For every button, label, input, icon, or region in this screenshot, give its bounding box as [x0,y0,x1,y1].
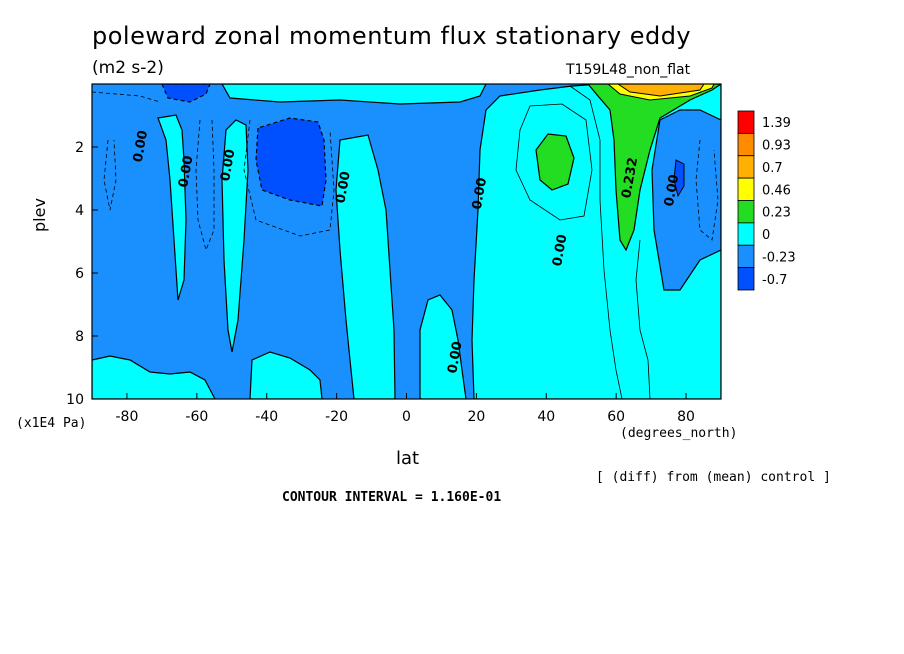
x-tick-label: 0 [402,409,411,425]
x-tick-label: 40 [537,409,555,425]
positive-region-50s [221,119,249,353]
negative-region-80n [651,109,721,291]
y-tick-label: 8 [75,329,84,345]
contour-label: 0.00 [445,340,465,374]
colorbar-swatch [737,222,755,246]
positive-region-40s-lower [249,351,323,399]
strong-negative-40s [255,117,327,207]
positive-region-60s [157,114,187,301]
contour-line [92,91,161,103]
colorbar-label: 0.46 [762,183,791,198]
colorbar-swatch [737,177,755,201]
colorbar-label: 0.93 [762,139,791,154]
colorbar-swatch [737,200,755,224]
run-label: T159L48_non_flat [566,62,691,78]
orange-region-top [617,84,705,97]
contour-line [243,119,335,237]
contour-label: 0.00 [470,177,490,211]
colorbar-swatch [737,267,755,291]
colorbar-label: -0.23 [762,250,796,265]
y-tick-label: 6 [75,266,84,282]
chart-title: poleward zonal momentum flux stationary … [92,22,692,50]
y-axis-unit: (x1E4 Pa) [16,416,87,431]
colorbar-swatch [737,244,755,269]
colorbar-label: -0.7 [762,273,787,288]
positive-region-15n [419,294,467,399]
contour-line [515,103,593,221]
contour-line [635,239,651,399]
x-tick-label: -20 [325,409,348,425]
colorbar-label: 1.39 [762,116,791,131]
contour-line [195,119,215,252]
x-tick-label: 60 [607,409,625,425]
contour-label: 0.00 [218,148,238,182]
x-tick-label: 20 [467,409,485,425]
strong-negative-80n [673,159,685,198]
colorbar: 1.39 0.93 0.7 0.46 0.23 0 -0.23 -0.7 [737,110,796,291]
contour-label: 0.232 [619,156,641,199]
comparison-note: [ (diff) from (mean) control ] [596,470,831,485]
contour-label: 0.00 [333,170,353,204]
units-label: (m2 s-2) [92,58,164,78]
green-region-60n [587,84,721,252]
colorbar-swatch [737,132,755,157]
colorbar-label: 0.23 [762,206,791,221]
contour-label: 0.00 [176,154,196,188]
x-tick-label: -60 [185,409,208,425]
positive-region-sh-lower [92,355,216,399]
contour-line [695,139,719,241]
x-axis-label: lat [396,448,420,469]
contour-labels: 0.00 0.00 0.00 0.00 0.00 0.00 0.232 0.00 0.00 [131,129,682,374]
x-tick-label: 80 [677,409,695,425]
x-tick-label: -40 [255,409,278,425]
colorbar-label: 0 [762,228,770,243]
y-tick-label: 2 [75,140,84,156]
x-tick-label: -80 [116,409,139,425]
y-tick-label: 4 [75,203,84,219]
y-tick-label: 10 [66,392,84,408]
x-axis: -80 -60 -40 -20 0 20 40 60 80 [116,393,695,425]
strong-negative-top [161,84,211,103]
contour-label: 0.00 [662,173,682,207]
y-axis: 2 4 6 8 10 [66,140,98,408]
contour-label: 0.00 [131,129,151,163]
x-axis-unit: (degrees_north) [620,426,738,441]
colorbar-swatch [737,155,755,179]
contour-line [103,139,117,211]
contour-line [569,85,623,399]
green-region-40n [535,133,575,191]
contour-label: 0.00 [550,233,570,267]
positive-region-tropics [335,134,396,399]
colorbar-swatch [737,110,755,134]
contour-interval: CONTOUR INTERVAL = 1.160E-01 [282,490,502,505]
colorbar-label: 0.7 [762,161,783,176]
positive-region-top-left [221,84,487,105]
